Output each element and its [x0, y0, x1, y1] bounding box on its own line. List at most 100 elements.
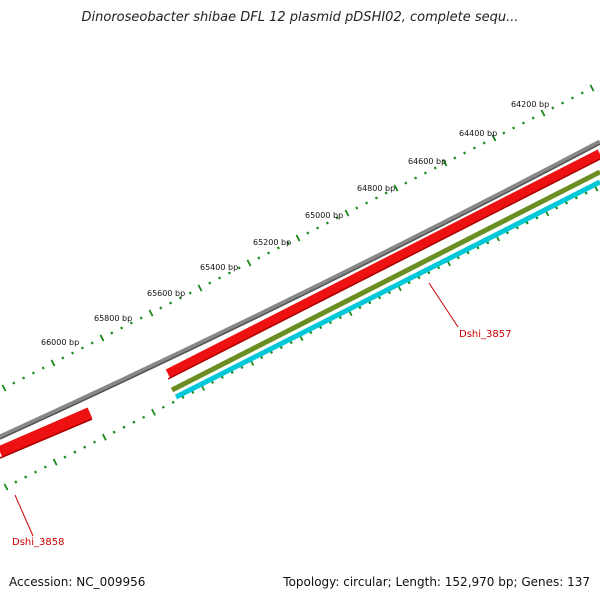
outer-tick-mark-15: [148, 309, 154, 317]
outer-tick-mark-6: [61, 356, 65, 360]
outer-tick-mark-44: [433, 166, 437, 170]
inner-tick-mark-22: [220, 375, 224, 379]
gene-label-dshi-3857[interactable]: Dshi_3857: [459, 329, 511, 340]
tick-label-65600: 65600 bp: [147, 289, 185, 298]
outer-tick-mark-4: [41, 366, 45, 370]
inner-tick-mark-48: [476, 246, 480, 250]
sequence-backbone-shade: [0, 143, 600, 440]
inner-tick-mark-37: [368, 301, 372, 305]
outer-tick-mark-40: [393, 184, 399, 192]
inner-tick-mark-13: [132, 420, 136, 424]
outer-tick-mark-48: [472, 146, 476, 150]
tick-label-64800: 64800 bp: [357, 184, 395, 193]
gene-dshi-3857-feature[interactable]: [165, 149, 600, 379]
gene-label-dshi-3858[interactable]: Dshi_3858: [12, 537, 64, 548]
inner-tick-mark-23: [230, 370, 234, 374]
outer-tick-mark-60: [589, 84, 595, 92]
inner-tick-mark-31: [309, 330, 313, 335]
outer-tick-mark-41: [404, 181, 408, 185]
outer-tick-mark-56: [551, 106, 555, 110]
outer-tick-mark-8: [80, 346, 84, 350]
outer-tick-mark-49: [482, 141, 486, 145]
topology-summary: Topology: circular; Length: 152,970 bp; …: [283, 575, 590, 589]
outer-tick-mark-18: [178, 296, 182, 300]
outer-tick-mark-43: [423, 171, 427, 175]
outer-tick-mark-39: [384, 191, 388, 195]
inner-tick-mark-21: [211, 380, 214, 384]
gene-dshi-3858-leader: [14, 494, 34, 537]
inner-tick-mark-10: [101, 433, 107, 441]
tick-label-65200: 65200 bp: [253, 238, 291, 247]
inner-tick-mark-29: [289, 340, 293, 345]
tick-label-64400: 64400 bp: [459, 129, 497, 138]
inner-tick-mark-18: [181, 395, 185, 399]
inner-tick-mark-56: [555, 206, 559, 210]
outer-tick-mark-16: [159, 306, 163, 310]
inner-tick-dots: [3, 184, 599, 491]
outer-tick-mark-30: [295, 234, 301, 242]
outer-tick-mark-25: [246, 259, 252, 267]
inner-tick-mark-17: [171, 400, 175, 404]
outer-tick-mark-26: [257, 256, 261, 260]
inner-tick-mark-33: [329, 321, 332, 325]
inner-tick-mark-9: [93, 440, 96, 444]
inner-tick-mark-43: [427, 271, 431, 275]
outer-tick-mark-1: [12, 381, 16, 385]
inner-tick-mark-58: [574, 196, 578, 200]
outer-tick-mark-29: [286, 241, 290, 245]
outer-tick-mark-7: [71, 351, 75, 355]
inner-tick-mark-51: [506, 231, 509, 235]
inner-tick-mark-3: [34, 470, 37, 474]
outer-tick-mark-14: [139, 316, 143, 320]
inner-tick-mark-12: [122, 425, 126, 429]
outer-tick-mark-19: [188, 291, 192, 295]
outer-tick-mark-51: [502, 131, 506, 135]
inner-tick-mark-26: [260, 355, 264, 360]
inner-tick-mark-0: [3, 483, 9, 491]
inner-tick-mark-54: [535, 216, 539, 220]
inner-tick-mark-38: [378, 296, 382, 300]
tick-label-64600: 64600 bp: [408, 157, 446, 166]
outer-tick-mark-37: [365, 201, 369, 205]
outer-tick-mark-35: [344, 209, 350, 217]
outer-tick-mark-10: [99, 334, 105, 342]
outer-tick-mark-2: [22, 376, 26, 380]
tick-label-65000: 65000 bp: [305, 211, 343, 220]
inner-tick-mark-16: [161, 405, 165, 409]
inner-tick-mark-11: [112, 430, 116, 434]
gene-dshi-3858-feature[interactable]: [0, 407, 93, 458]
inner-tick-mark-5: [52, 458, 58, 466]
inner-tick-mark-46: [456, 256, 460, 260]
gene-dshi-3857-edge: [167, 158, 600, 380]
outer-tick-mark-32: [316, 226, 320, 230]
inner-tick-mark-2: [24, 475, 28, 479]
outer-tick-dots: [1, 84, 595, 392]
outer-tick-mark-47: [463, 151, 467, 155]
inner-tick-mark-28: [279, 345, 283, 350]
inner-tick-mark-15: [151, 408, 156, 416]
inner-tick-mark-6: [63, 455, 67, 459]
tick-label-66000: 66000 bp: [41, 338, 79, 347]
outer-tick-mark-45: [442, 159, 448, 167]
inner-tick-mark-42: [417, 276, 421, 280]
olive-feature-track: [170, 169, 600, 393]
inner-tick-mark-59: [584, 191, 588, 195]
inner-tick-mark-27: [270, 350, 273, 354]
outer-tick-mark-0: [1, 384, 7, 392]
inner-tick-mark-32: [319, 325, 323, 330]
outer-tick-mark-5: [50, 359, 56, 367]
inner-tick-mark-44: [437, 266, 441, 270]
outer-tick-mark-21: [208, 281, 212, 285]
tick-label-65400: 65400 bp: [200, 263, 238, 272]
outer-tick-mark-53: [521, 121, 525, 125]
inner-tick-mark-19: [191, 390, 195, 394]
outer-tick-mark-22: [218, 276, 222, 280]
tick-label-65800: 65800 bp: [94, 314, 132, 323]
outer-tick-mark-59: [580, 91, 584, 95]
inner-tick-mark-52: [515, 226, 519, 230]
inner-tick-mark-1: [14, 480, 18, 484]
outer-tick-mark-42: [414, 176, 418, 180]
inner-tick-mark-4: [43, 465, 47, 469]
outer-tick-mark-50: [491, 134, 497, 142]
outer-tick-mark-52: [512, 126, 516, 130]
